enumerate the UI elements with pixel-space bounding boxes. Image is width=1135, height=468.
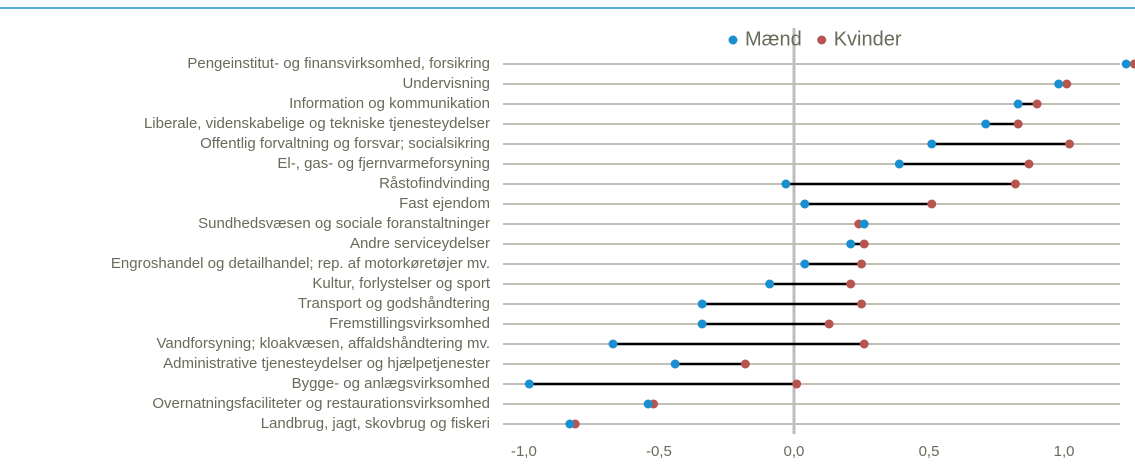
dot <box>800 199 810 209</box>
dot <box>643 399 653 409</box>
dot <box>792 379 802 389</box>
dot <box>800 259 810 269</box>
dot <box>927 139 937 149</box>
category-label: Råstofindvinding <box>379 175 490 192</box>
x-tick-label: 0,0 <box>784 443 805 460</box>
category-label: Andre serviceydelser <box>350 235 490 252</box>
legend-marker <box>728 35 738 45</box>
category-label: Liberale, videnskabelige og tekniske tje… <box>144 115 490 132</box>
legend-marker <box>817 35 827 45</box>
dot <box>857 259 867 269</box>
category-label: Fremstillingsvirksomhed <box>329 315 490 332</box>
dot <box>857 299 867 309</box>
dot <box>697 319 707 329</box>
category-label: Vandforsyning; kloakvæsen, affaldshåndte… <box>156 335 490 352</box>
dot <box>1121 59 1131 69</box>
dot <box>1032 99 1042 109</box>
category-label: Engroshandel og detailhandel; rep. af mo… <box>111 255 490 272</box>
category-label: Overnatningsfaciliteter og restaurations… <box>152 395 490 412</box>
category-label: Bygge- og anlægsvirksomhed <box>292 375 490 392</box>
dot <box>894 159 904 169</box>
legend-label: Mænd <box>745 28 802 50</box>
dot <box>670 359 680 369</box>
x-tick-label: 1,0 <box>1054 443 1075 460</box>
category-label: Fast ejendom <box>399 195 490 212</box>
dot <box>740 359 750 369</box>
dot <box>859 339 869 349</box>
x-tick-label: 0,5 <box>919 443 940 460</box>
category-label: Undervisning <box>402 75 490 92</box>
category-label: Landbrug, jagt, skovbrug og fiskeri <box>261 415 490 432</box>
category-label: Kultur, forlystelser og sport <box>312 275 490 292</box>
category-label: Pengeinstitut- og finansvirksomhed, fors… <box>187 55 490 72</box>
category-label: Sundhedsvæsen og sociale foranstaltninge… <box>198 215 490 232</box>
dot <box>524 379 534 389</box>
category-label: Transport og godshåndtering <box>298 295 490 312</box>
category-label: Administrative tjenesteydelser og hjælpe… <box>163 355 490 372</box>
dot <box>781 179 791 189</box>
dot <box>859 239 869 249</box>
dot <box>697 299 707 309</box>
dot <box>981 119 991 129</box>
dot <box>824 319 834 329</box>
dot <box>565 419 575 429</box>
dot <box>1064 139 1074 149</box>
dot <box>1024 159 1034 169</box>
category-label: Offentlig forvaltning og forsvar; social… <box>200 135 490 152</box>
dot <box>846 279 856 289</box>
x-tick-label: -0,5 <box>646 443 672 460</box>
dot <box>608 339 618 349</box>
category-label: El-, gas- og fjernvarmeforsyning <box>277 155 490 172</box>
category-label: Information og kommunikation <box>289 95 490 112</box>
legend-label: Kvinder <box>834 28 902 50</box>
dot <box>859 219 869 229</box>
dot <box>846 239 856 249</box>
dot <box>1062 79 1072 89</box>
dot <box>1054 79 1064 89</box>
dot <box>927 199 937 209</box>
dot <box>1013 99 1023 109</box>
dot <box>1010 179 1020 189</box>
dot <box>1129 59 1135 69</box>
dot <box>1013 119 1023 129</box>
dot <box>765 279 775 289</box>
x-tick-label: -1,0 <box>511 443 537 460</box>
